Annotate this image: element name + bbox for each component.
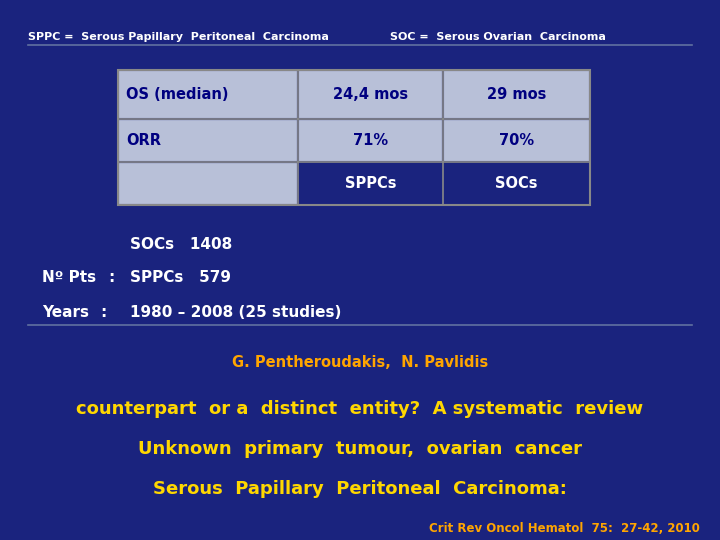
Text: SPPC =  Serous Papillary  Peritoneal  Carcinoma: SPPC = Serous Papillary Peritoneal Carci… (28, 32, 329, 42)
Text: 70%: 70% (499, 133, 534, 148)
Text: G. Pentheroudakis,  N. Pavlidis: G. Pentheroudakis, N. Pavlidis (232, 355, 488, 370)
Text: Nº Pts: Nº Pts (42, 270, 96, 285)
Text: OS (median): OS (median) (126, 87, 228, 102)
Bar (298, 119, 443, 162)
Bar (298, 70, 443, 119)
Text: Crit Rev Oncol Hematol  75:  27-42, 2010: Crit Rev Oncol Hematol 75: 27-42, 2010 (429, 522, 700, 535)
Bar (118, 70, 590, 205)
Text: SOCs: SOCs (495, 176, 538, 191)
Text: 24,4 mos: 24,4 mos (333, 87, 408, 102)
Text: 1980 – 2008 (25 studies): 1980 – 2008 (25 studies) (130, 305, 341, 320)
Text: 71%: 71% (353, 133, 388, 148)
Text: :: : (100, 305, 107, 320)
Text: :: : (108, 270, 114, 285)
Text: Serous  Papillary  Peritoneal  Carcinoma:: Serous Papillary Peritoneal Carcinoma: (153, 480, 567, 498)
Text: SPPCs   579: SPPCs 579 (130, 270, 231, 285)
Text: counterpart  or a  distinct  entity?  A systematic  review: counterpart or a distinct entity? A syst… (76, 400, 644, 418)
Bar (443, 162, 590, 205)
Bar (118, 119, 298, 162)
Bar (118, 162, 298, 205)
Bar (118, 70, 298, 119)
Bar (443, 119, 590, 162)
Text: SOC =  Serous Ovarian  Carcinoma: SOC = Serous Ovarian Carcinoma (390, 32, 606, 42)
Bar (298, 162, 443, 205)
Text: SOCs   1408: SOCs 1408 (130, 237, 233, 252)
Text: Years: Years (42, 305, 89, 320)
Bar (443, 70, 590, 119)
Text: 29 mos: 29 mos (487, 87, 546, 102)
Text: ORR: ORR (126, 133, 161, 148)
Text: Unknown  primary  tumour,  ovarian  cancer: Unknown primary tumour, ovarian cancer (138, 440, 582, 458)
Text: SPPCs: SPPCs (345, 176, 396, 191)
